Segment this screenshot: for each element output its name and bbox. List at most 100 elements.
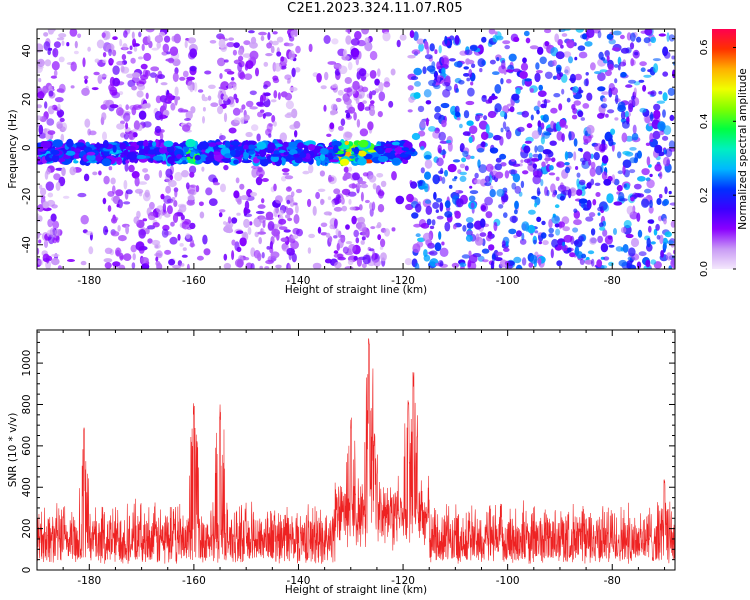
colorbar-gradient [712,29,736,269]
heatmap-cell [649,111,654,122]
heatmap-cell [121,54,127,61]
heatmap-cell [133,120,140,131]
heatmap-cell [502,121,507,130]
heatmap-cell [572,86,579,93]
heatmap-cell [434,106,442,113]
heatmap-cell [542,149,552,155]
heatmap-frame [36,28,676,270]
heatmap-cell [251,168,258,178]
heatmap-cell [484,175,491,183]
heatmap-cell [181,221,190,230]
heatmap-cell [659,171,663,179]
heatmap-cell [260,35,265,42]
heatmap-cell [133,46,138,52]
heatmap-cell [236,212,241,216]
heatmap-cell [237,62,243,72]
heatmap-cell [249,90,257,96]
heatmap-cell [469,190,479,195]
heatmap-cell [583,207,590,211]
heatmap-cell [637,176,646,182]
heatmap-cell [534,145,538,153]
heatmap-cell [328,152,333,161]
heatmap-cell [562,226,570,232]
heatmap-cell [441,67,446,75]
heatmap-cell [37,86,43,95]
heatmap-cell [341,205,348,212]
heatmap-cell [261,252,265,259]
heatmap-cell [513,256,522,264]
heatmap-cell [328,176,335,182]
heatmap-cell [255,67,259,77]
heatmap-cell [489,95,498,100]
heatmap-cell [324,71,329,81]
heatmap-cell [81,87,90,96]
heatmap-cell [245,262,253,269]
heatmap-cell [349,206,356,211]
heatmap-cell [259,148,267,158]
heatmap-cell [541,220,546,226]
heatmap-cell [226,71,235,75]
heatmap-cell [602,229,608,237]
heatmap-cell [648,225,652,233]
heatmap-cell [557,184,567,192]
heatmap-cell [367,121,374,131]
heatmap-cell [59,117,65,123]
heatmap-cell [597,86,606,92]
heatmap-cell [42,258,51,262]
heatmap-cell [523,145,531,154]
heatmap-cell [189,48,198,58]
heatmap-cell [163,195,172,204]
heatmap-cell [189,165,197,174]
heatmap-cell [358,150,367,157]
heatmap-cell [644,29,653,36]
heatmap-cell [629,147,637,151]
heatmap-cell [44,101,48,109]
heatmap-cell [159,132,164,141]
heatmap-cell [586,29,595,38]
heatmap-cell [123,179,128,190]
heatmap-cell [478,164,487,174]
heatmap-cell [500,162,507,167]
heatmap-cell [235,177,240,184]
heatmap-cell [618,191,625,202]
heatmap-cell [151,47,159,51]
heatmap-cell [176,154,183,159]
heatmap-cell [560,44,564,49]
heatmap-cell [370,105,375,110]
heatmap-cell [484,182,492,187]
heatmap-cell [246,140,257,146]
heatmap-cell [202,107,206,112]
heatmap-cell [102,59,107,63]
snr-x-axis: -180 -160 -140 -120 -100 -80 [62,330,666,587]
heatmap-cell [57,103,61,111]
heatmap-cell [163,109,170,117]
heatmap-cell [120,153,125,158]
heatmap-cell [614,117,619,121]
heatmap-cell [639,61,647,67]
heatmap-cell [503,212,508,219]
heatmap-cell [155,95,162,104]
heatmap-cell [508,53,517,62]
heatmap-cell [217,57,226,67]
heatmap-cell [610,128,616,135]
heatmap-cell [617,170,623,175]
heatmap-cell [73,148,81,153]
heatmap-cell [444,211,453,218]
heatmap-cell [470,81,474,86]
heatmap-cell [103,258,113,263]
heatmap-panel: -180 -160 -140 -120 -100 -80 -40 -20 0 20 40 Heig… [7,28,676,296]
heatmap-cell [116,107,124,116]
heatmap-cell [40,141,52,149]
heatmap-cell [315,191,320,200]
heatmap-cell [257,103,265,108]
heatmap-cell [664,231,672,238]
heatmap-cell [508,108,514,112]
heatmap-cell [110,177,116,185]
heatmap-cell [435,209,439,214]
heatmap-cell [139,148,145,155]
heatmap-cell [520,159,524,163]
heatmap-cell [260,158,269,167]
snr-y-tick-label: 400 [21,477,33,497]
heatmap-cell [456,198,464,208]
heatmap-cell [481,248,490,254]
